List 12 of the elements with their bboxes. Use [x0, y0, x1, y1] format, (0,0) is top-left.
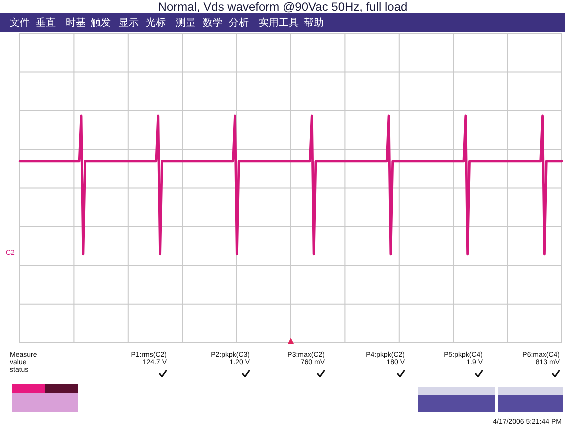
text: 触发	[91, 18, 111, 29]
text: 帮助	[304, 17, 324, 29]
text: 测量	[176, 17, 196, 29]
text: 显示	[119, 18, 139, 29]
text: 实用工具	[259, 17, 299, 29]
text: 光标	[146, 17, 166, 29]
text: 时基	[66, 17, 86, 29]
text: 文件	[10, 17, 30, 29]
text: 分析	[229, 17, 249, 29]
text: 数学	[203, 17, 223, 29]
chart-title: Normal, Vds waveform @90Vac 50Hz, full load	[158, 0, 408, 14]
text: 垂直	[36, 17, 56, 29]
